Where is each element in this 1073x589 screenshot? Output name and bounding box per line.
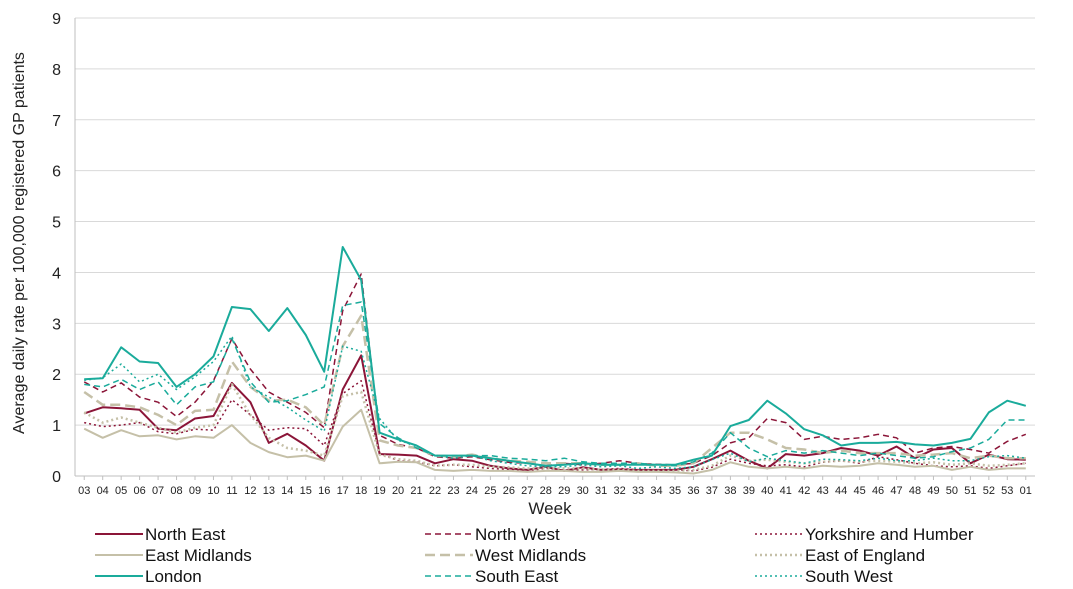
x-tick-label: 42 bbox=[798, 485, 810, 497]
y-tick-label: 8 bbox=[52, 62, 61, 79]
y-tick-label: 3 bbox=[52, 316, 61, 333]
x-tick-label: 16 bbox=[318, 485, 330, 497]
x-tick-label: 10 bbox=[207, 485, 219, 497]
series-line-south-west bbox=[84, 335, 1026, 470]
x-tick-label: 07 bbox=[152, 485, 164, 497]
x-tick-label: 27 bbox=[521, 485, 533, 497]
legend-label: Yorkshire and Humber bbox=[805, 525, 974, 544]
y-tick-label: 5 bbox=[52, 215, 61, 232]
x-tick-label: 09 bbox=[189, 485, 201, 497]
x-axis-title: Week bbox=[528, 499, 572, 518]
x-tick-label: 01 bbox=[1020, 485, 1032, 497]
y-axis: 0 1 2 3 4 5 6 7 8 9 bbox=[52, 11, 76, 486]
y-tick-label: 4 bbox=[52, 265, 61, 282]
x-tick-label: 50 bbox=[946, 485, 958, 497]
x-tick-label: 45 bbox=[853, 485, 865, 497]
legend-item-east-midlands: East Midlands bbox=[95, 546, 252, 565]
y-tick-label: 9 bbox=[52, 11, 61, 28]
legend-label: West Midlands bbox=[475, 546, 586, 565]
x-tick-label: 53 bbox=[1001, 485, 1013, 497]
x-tick-label: 34 bbox=[650, 485, 662, 497]
legend-item-north-east: North East bbox=[95, 525, 226, 544]
x-tick-label: 22 bbox=[429, 485, 441, 497]
x-tick-label: 31 bbox=[595, 485, 607, 497]
legend-label: East Midlands bbox=[145, 546, 252, 565]
y-tick-label: 0 bbox=[52, 469, 61, 486]
legend-item-yorkshire-and-humber: Yorkshire and Humber bbox=[755, 525, 974, 544]
series-line-north-west bbox=[83, 273, 1027, 467]
x-tick-label: 06 bbox=[133, 485, 145, 497]
legend-label: South East bbox=[475, 567, 558, 586]
x-tick-label: 33 bbox=[632, 485, 644, 497]
x-tick-label: 12 bbox=[244, 485, 256, 497]
x-tick-label: 39 bbox=[743, 485, 755, 497]
y-axis-title: Average daily rate per 100,000 registere… bbox=[11, 52, 28, 434]
x-tick-label: 35 bbox=[669, 485, 681, 497]
y-tick-label: 6 bbox=[52, 164, 61, 181]
x-tick-label: 08 bbox=[170, 485, 182, 497]
x-tick-label: 03 bbox=[78, 485, 90, 497]
series-line-london bbox=[84, 246, 1027, 467]
x-tick-label: 44 bbox=[835, 485, 847, 497]
x-tick-label: 47 bbox=[890, 485, 902, 497]
x-tick-label: 46 bbox=[872, 485, 884, 497]
x-tick-label: 25 bbox=[484, 485, 496, 497]
x-axis: 03 04 05 06 07 08 09 10 11 12 13 14 15 16 17 18 19 20 21 22… bbox=[75, 475, 1035, 497]
legend-item-south-east: South East bbox=[425, 567, 558, 586]
series-line-north-east bbox=[83, 354, 1026, 472]
gridlines bbox=[75, 17, 1035, 426]
x-tick-label: 40 bbox=[761, 485, 773, 497]
legend: North East North West Yorkshire and Humber… bbox=[95, 525, 974, 586]
legend-label: North East bbox=[145, 525, 226, 544]
x-tick-label: 04 bbox=[97, 485, 109, 497]
x-tick-label: 20 bbox=[392, 485, 404, 497]
x-tick-label: 14 bbox=[281, 485, 293, 497]
x-tick-label: 11 bbox=[226, 485, 237, 497]
legend-item-london: London bbox=[95, 567, 202, 586]
legend-item-east-of-england: East of England bbox=[755, 546, 925, 565]
x-tick-label: 17 bbox=[337, 485, 349, 497]
x-tick-label: 28 bbox=[540, 485, 552, 497]
y-tick-label: 7 bbox=[52, 113, 61, 130]
x-tick-label: 30 bbox=[577, 485, 589, 497]
series-line-east-of-england bbox=[83, 383, 1026, 473]
x-tick-label: 37 bbox=[706, 485, 718, 497]
x-tick-label: 49 bbox=[927, 485, 939, 497]
x-tick-label: 32 bbox=[613, 485, 625, 497]
legend-item-north-west: North West bbox=[425, 525, 560, 544]
series-line-east-midlands bbox=[83, 408, 1026, 475]
x-tick-label: 48 bbox=[909, 485, 921, 497]
x-tick-label: 41 bbox=[780, 485, 792, 497]
x-tick-label: 18 bbox=[355, 485, 367, 497]
x-tick-label: 19 bbox=[373, 485, 385, 497]
x-tick-label: 15 bbox=[300, 485, 312, 497]
x-tick-label: 23 bbox=[447, 485, 459, 497]
x-tick-label: 51 bbox=[964, 485, 976, 497]
x-tick-label: 36 bbox=[687, 485, 699, 497]
legend-label: East of England bbox=[805, 546, 925, 565]
legend-label: London bbox=[145, 567, 202, 586]
x-tick-label: 52 bbox=[983, 485, 995, 497]
x-tick-label: 38 bbox=[724, 485, 736, 497]
x-tick-label: 29 bbox=[558, 485, 570, 497]
x-tick-label: 05 bbox=[115, 485, 127, 497]
legend-item-south-west: South West bbox=[755, 567, 893, 586]
x-tick-label: 43 bbox=[817, 485, 829, 497]
legend-label: North West bbox=[475, 525, 560, 544]
y-tick-label: 1 bbox=[52, 418, 61, 435]
y-tick-label: 2 bbox=[52, 367, 61, 384]
legend-label: South West bbox=[805, 567, 893, 586]
legend-item-west-midlands: West Midlands bbox=[425, 546, 586, 565]
x-tick-label: 24 bbox=[466, 485, 478, 497]
x-tick-label: 13 bbox=[263, 485, 275, 497]
series-layer bbox=[83, 246, 1027, 475]
x-tick-label: 21 bbox=[410, 485, 422, 497]
x-tick-label: 26 bbox=[503, 485, 515, 497]
